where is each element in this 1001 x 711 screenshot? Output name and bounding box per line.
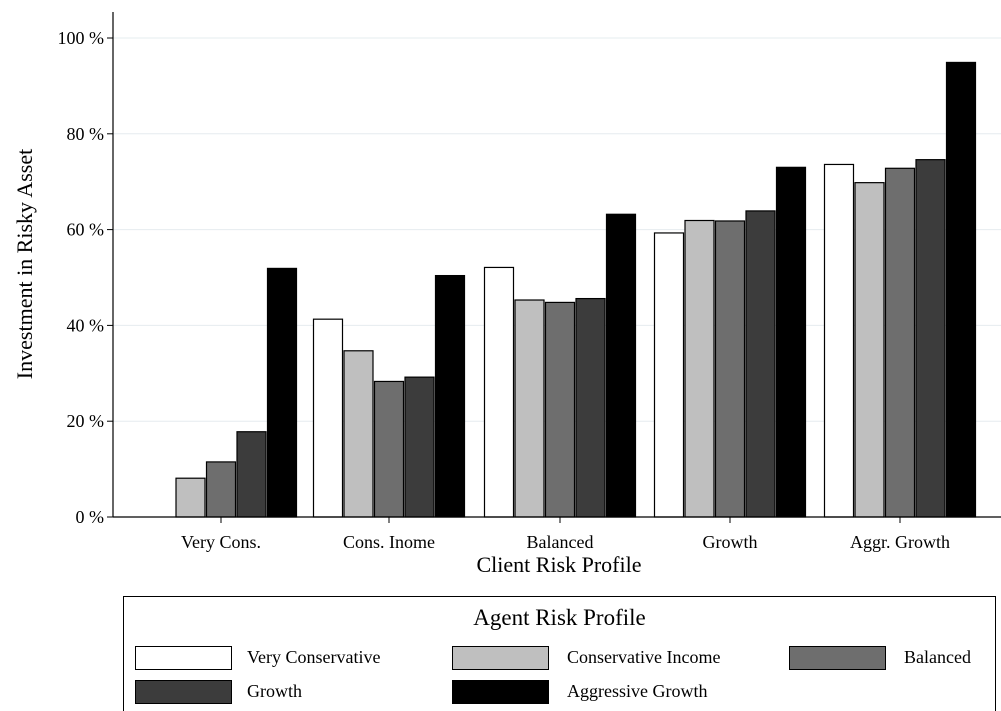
y-tick-label: 60 % xyxy=(67,220,105,240)
y-tick-label: 0 % xyxy=(76,507,105,527)
bar-balanced-1 xyxy=(373,380,405,518)
bar-growth-1 xyxy=(404,376,435,518)
legend-swatch xyxy=(789,646,886,670)
legend-label: Aggressive Growth xyxy=(567,681,708,701)
legend-label: Very Conservative xyxy=(247,647,381,667)
bar-conservative-income-1 xyxy=(343,350,374,518)
bar-growth-3 xyxy=(745,210,776,518)
bar-balanced-0 xyxy=(205,461,237,518)
y-tick-label: 80 % xyxy=(67,124,105,144)
x-tick-label: Very Cons. xyxy=(181,532,261,552)
bars xyxy=(175,61,977,518)
y-tick-label: 40 % xyxy=(67,315,105,335)
y-tick-label: 20 % xyxy=(67,411,105,431)
bar-balanced-2 xyxy=(544,301,576,518)
x-tick-label: Balanced xyxy=(527,532,594,552)
legend: Agent Risk Profile Very Conservative Cons… xyxy=(123,596,996,711)
bar-conservative-income-4 xyxy=(854,182,885,518)
axes: 0 % 20 % 40 % 60 % 80 % 100 % Very Cons. Cons. … xyxy=(58,12,1001,552)
bar-aggressive-growth-3 xyxy=(775,166,807,518)
legend-swatch xyxy=(135,646,232,670)
x-tick-label: Cons. Inome xyxy=(343,532,435,552)
legend-label: Balanced xyxy=(904,647,971,667)
bar-balanced-4 xyxy=(884,167,916,518)
legend-swatch xyxy=(452,680,549,704)
bar-growth-2 xyxy=(575,297,606,518)
legend-swatch xyxy=(135,680,232,704)
bar-very-conservative-4 xyxy=(823,163,855,518)
bar-chart: 0 % 20 % 40 % 60 % 80 % 100 % Very Cons. Cons. … xyxy=(12,12,1001,577)
bar-aggressive-growth-4 xyxy=(945,61,977,518)
bar-very-conservative-2 xyxy=(483,266,515,518)
bar-conservative-income-2 xyxy=(514,299,545,518)
bar-very-conservative-3 xyxy=(653,232,685,518)
bar-conservative-income-0 xyxy=(175,477,206,518)
bar-growth-4 xyxy=(915,159,946,518)
bar-growth-0 xyxy=(236,431,267,518)
y-tick-label: 100 % xyxy=(58,28,105,48)
legend-label: Conservative Income xyxy=(567,647,721,667)
bar-aggressive-growth-1 xyxy=(434,274,466,518)
x-tick-label: Aggr. Growth xyxy=(850,532,950,552)
bar-very-conservative-1 xyxy=(312,318,344,518)
bar-aggressive-growth-0 xyxy=(266,267,298,518)
x-tick-label: Growth xyxy=(703,532,758,552)
y-axis-title: Investment in Risky Asset xyxy=(12,149,37,379)
bar-conservative-income-3 xyxy=(684,219,715,518)
x-axis-title: Client Risk Profile xyxy=(477,552,642,577)
bar-balanced-3 xyxy=(714,220,746,518)
bar-aggressive-growth-2 xyxy=(605,213,637,518)
legend-label: Growth xyxy=(247,681,302,701)
legend-title: Agent Risk Profile xyxy=(473,605,646,630)
legend-swatch xyxy=(452,646,549,670)
